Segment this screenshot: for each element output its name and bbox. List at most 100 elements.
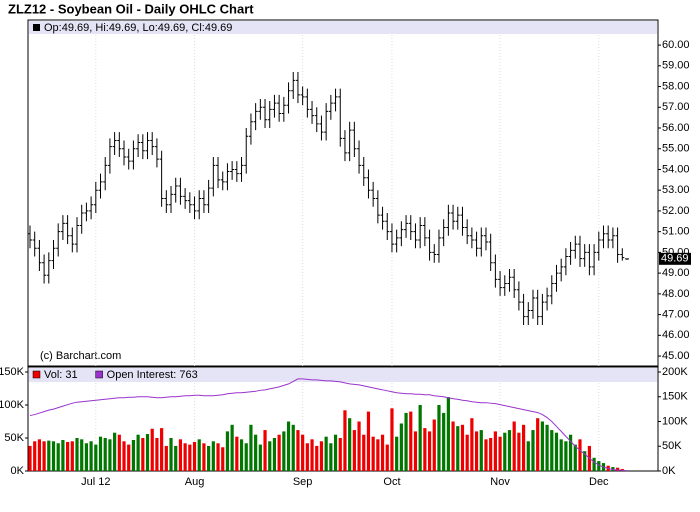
ohlc-bar xyxy=(554,264,559,292)
volume-bar xyxy=(94,444,98,471)
volume-bar xyxy=(484,439,488,471)
ohlc-bar xyxy=(512,268,517,299)
ohlc-bar xyxy=(418,217,423,249)
y2-tick-label: 0K xyxy=(662,465,676,477)
ohlc-bar xyxy=(483,227,488,251)
volume-bar xyxy=(498,436,502,471)
volume-bar xyxy=(108,439,112,471)
y-tick-label: 50K xyxy=(4,432,24,444)
ohlc-bar xyxy=(98,173,103,199)
ohlc-bar xyxy=(84,202,89,222)
volume-bar xyxy=(61,439,65,471)
ohlc-bar xyxy=(56,223,61,257)
ohlc-bar xyxy=(183,188,188,209)
ohlc-bar xyxy=(455,206,460,230)
volume-bar xyxy=(578,439,582,471)
volume-bar xyxy=(122,441,126,471)
volume-bar xyxy=(531,430,535,471)
ohlc-bar xyxy=(366,169,371,199)
ohlc-bar xyxy=(75,217,80,253)
volume-bar xyxy=(145,434,150,471)
ohlc-bar xyxy=(150,132,155,155)
ohlc-bar xyxy=(399,221,404,247)
volume-bar xyxy=(333,434,338,471)
ohlc-bar xyxy=(117,132,122,158)
ohlc-bar xyxy=(507,268,512,292)
volume-bar xyxy=(183,443,187,471)
volume-bar xyxy=(188,444,192,471)
chart-title: ZLZ12 - Soybean Oil - Daily OHLC Chart xyxy=(8,1,254,16)
ohlc-bar xyxy=(136,134,141,158)
volume-bar xyxy=(305,443,309,471)
y-tick-label: 55.00 xyxy=(662,143,690,155)
ohlc-bar xyxy=(451,204,456,230)
volume-bar xyxy=(211,441,215,471)
volume-bar xyxy=(136,434,140,471)
ohlc-bar xyxy=(371,181,376,207)
ohlc-bar xyxy=(107,138,112,174)
ohlc-bar xyxy=(70,227,75,253)
ohlc-bar xyxy=(244,128,249,174)
ohlc-bar xyxy=(300,86,305,106)
ohlc-bar xyxy=(46,252,51,284)
ohlc-bar xyxy=(328,94,333,120)
volume-bar xyxy=(235,436,239,471)
ohlc-bar xyxy=(131,140,136,170)
ohlc-bar xyxy=(201,190,206,214)
ohlc-bar xyxy=(342,130,347,162)
volume-bar xyxy=(258,444,262,471)
volume-bar xyxy=(380,434,385,471)
ohlc-bar xyxy=(93,181,98,214)
volume-bar xyxy=(395,436,399,471)
volume-bar xyxy=(521,424,526,471)
ohlc-bar xyxy=(347,121,352,162)
volume-bar xyxy=(470,418,474,471)
ohlc-bar xyxy=(140,134,145,160)
ohlc-bar xyxy=(239,157,244,182)
y-tick-label: 45.00 xyxy=(662,350,690,362)
y-tick-label: 53.00 xyxy=(662,184,690,196)
legend-swatch xyxy=(95,370,103,379)
volume-bar xyxy=(164,445,168,471)
volume-bar xyxy=(56,443,60,471)
ohlc-bar xyxy=(465,219,470,245)
volume-bar xyxy=(51,441,56,471)
ohlc-bar xyxy=(211,157,216,197)
y2-tick-label: 50K xyxy=(662,440,682,452)
volume-bar xyxy=(291,424,295,471)
ohlc-bar xyxy=(577,235,582,267)
ohlc-bar xyxy=(601,225,606,249)
ohlc-bar xyxy=(32,231,37,257)
ohlc-bar xyxy=(568,242,573,265)
volume-bar xyxy=(296,430,300,471)
ohlc-bar xyxy=(103,157,108,191)
y-tick-label: 50.00 xyxy=(662,246,690,258)
volume-bar xyxy=(254,434,258,471)
volume-bar xyxy=(131,439,136,471)
ohlc-bar xyxy=(267,101,272,129)
volume-bar xyxy=(169,438,173,471)
volume-bar xyxy=(568,434,573,471)
volume-bar xyxy=(545,424,549,471)
ohlc-bar xyxy=(319,115,324,141)
y2-tick-label: 100K xyxy=(662,415,688,427)
volume-bar xyxy=(390,408,394,471)
x-tick-label: Jul 12 xyxy=(81,476,110,488)
ohlc-bar xyxy=(469,227,474,249)
ohlc-bar xyxy=(521,293,526,325)
ohlc-bar xyxy=(206,179,211,214)
volume-bar xyxy=(89,441,93,471)
volume-bar xyxy=(465,434,469,471)
volume-bar xyxy=(174,445,178,471)
ohlc-bar xyxy=(540,293,545,325)
volume-bar xyxy=(127,444,131,471)
copyright: (c) Barchart.com xyxy=(40,350,121,362)
ohlc-bar xyxy=(295,72,300,104)
volume-bar xyxy=(192,441,197,471)
volume-bar xyxy=(540,421,544,471)
y-tick-label: 47.00 xyxy=(662,308,690,320)
y-tick-label: 56.00 xyxy=(662,122,690,134)
volume-bar xyxy=(117,434,121,471)
ohlc-bar xyxy=(545,287,550,311)
